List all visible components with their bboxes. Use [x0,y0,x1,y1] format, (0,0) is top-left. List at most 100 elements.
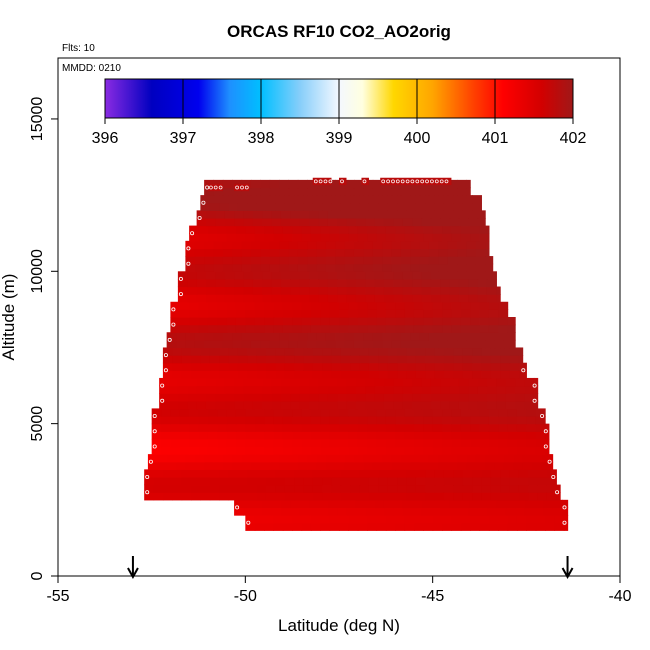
curtain-cell [340,484,351,493]
curtain-cell [378,195,389,204]
curtain-cell [237,469,248,478]
curtain-cell [205,286,216,295]
curtain-cell [252,294,263,303]
curtain-cell [198,225,209,234]
curtain-cell [170,317,181,326]
curtain-cell [438,256,449,265]
curtain-cell [528,492,539,501]
curtain-cell [393,271,404,280]
curtain-cell [198,446,209,455]
curtain-cell [423,309,434,318]
curtain-cell [241,256,252,265]
curtain-cell [226,438,237,448]
curtain-cell [385,438,396,448]
curtain-cell [213,339,224,349]
curtain-cell [217,324,228,333]
sample-point [540,413,545,418]
curtain-cell [442,225,452,234]
curtain-cell [185,248,196,257]
curtain-cell [425,362,436,371]
curtain-cell [260,256,271,265]
curtain-cell [241,248,252,257]
curtain-cell [453,370,464,379]
curtain-cell [378,370,389,379]
curtain-cell [440,217,451,227]
curtain-cell [307,454,318,463]
curtain-cell [363,461,374,470]
curtain-cell [310,317,321,326]
curtain-cell [301,423,312,432]
curtain-cell [485,339,496,349]
curtain-cell [189,309,200,318]
curtain-cell [348,233,359,242]
curtain-cell [226,225,237,234]
curtain-cell [325,454,336,463]
curtain-cell [460,438,471,448]
curtain-cell [490,362,501,371]
curtain-cell [245,446,256,455]
curtain-cell [442,309,452,318]
curtain-cell [430,271,441,280]
curtain-cell [451,522,462,531]
curtain-cell [372,256,383,265]
curtain-cell [443,492,454,501]
curtain-cell [462,484,473,493]
curtain-cell [434,195,445,204]
curtain-cell [348,416,359,425]
curtain-cell [434,469,445,478]
curtain-cell [161,423,171,432]
curtain-cell [428,187,439,196]
curtain-cell [563,515,569,524]
curtain-cell [488,446,499,455]
curtain-cell [496,393,507,402]
curtain-cell [507,317,516,326]
curtain-cell [367,225,378,234]
curtain-cell [372,248,383,257]
curtain-cell [243,377,254,387]
curtain-cell [477,377,488,387]
curtain-cell [374,499,385,509]
curtain-cell [282,408,293,417]
curtain-cell [344,187,355,196]
curtain-cell [458,210,469,219]
curtain-cell [355,210,366,219]
curtain-cell [292,324,303,333]
colorbar-tick-label: 399 [326,130,353,147]
curtain-cell [325,339,336,349]
curtain-cell [337,217,348,227]
sample-point [167,337,172,342]
curtain-cell [307,339,318,349]
curtain-cell [442,515,452,524]
curtain-cell [232,454,243,463]
curtain-cell [329,317,340,326]
curtain-cell [490,347,501,356]
curtain-cell [545,446,550,455]
curtain-cell [151,431,162,440]
x-tick-label: -45 [421,588,444,605]
curtain-cell [318,377,329,387]
curtain-cell [357,438,368,448]
curtain-cell [400,187,411,196]
curtain-cell [241,187,252,196]
curtain-cell [235,438,246,448]
curtain-cell [526,416,537,425]
curtain-cell [385,317,396,326]
curtain-cell [348,225,359,234]
curtain-cell [320,324,331,333]
curtain-cell [395,317,406,326]
curtain-cell [204,461,215,470]
chart-title: ORCAS RF10 CO2_AO2orig [227,22,451,41]
curtain-cell [348,301,359,310]
curtain-cell [357,225,368,234]
curtain-cell [378,476,389,486]
curtain-cell [191,370,201,379]
curtain-cell [307,187,318,196]
curtain-cell [198,431,209,440]
curtain-cell [513,461,524,470]
curtain-cell [430,507,441,516]
curtain-cell [412,210,423,219]
curtain-cell [235,446,246,455]
curtain-cell [179,317,190,326]
curtain-cell [470,522,481,531]
curtain-cell [496,507,507,516]
